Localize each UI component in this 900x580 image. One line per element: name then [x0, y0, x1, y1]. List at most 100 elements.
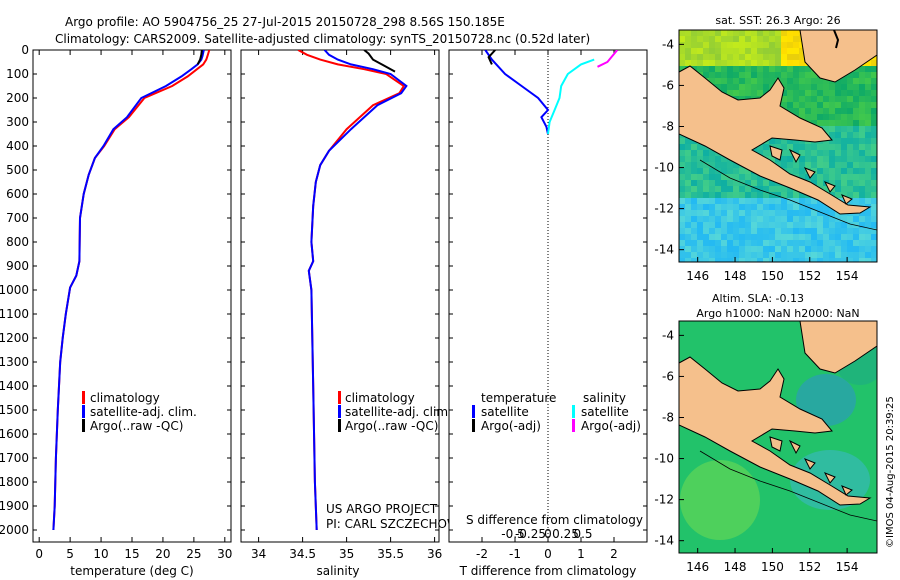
sst-cell: [799, 66, 805, 72]
sst-cell: [745, 72, 751, 78]
sst-cell: [739, 234, 745, 240]
sst-cell: [781, 96, 787, 102]
sst-cell: [799, 90, 805, 96]
sst-cell: [829, 210, 835, 216]
sst-cell: [769, 156, 775, 162]
lat-tick-label: -10: [654, 452, 674, 466]
sst-cell: [781, 222, 787, 228]
x-tick-label: 0: [544, 547, 552, 561]
sst-cell: [679, 138, 685, 144]
sst-cell: [841, 252, 847, 258]
sst-cell: [829, 90, 835, 96]
sst-cell: [685, 198, 691, 204]
sst-cell: [703, 246, 709, 252]
sst-cell: [847, 108, 853, 114]
sst-cell: [841, 240, 847, 246]
sst-cell: [727, 210, 733, 216]
sst-cell: [721, 66, 727, 72]
sst-cell: [703, 54, 709, 60]
sst-cell: [787, 228, 793, 234]
pi-label: PI: CARL SZCZECHOWSKI: [326, 517, 478, 531]
sst-cell: [799, 144, 805, 150]
sst-cell: [835, 162, 841, 168]
sst-cell: [703, 210, 709, 216]
sst-cell: [745, 204, 751, 210]
sst-cell: [745, 42, 751, 48]
sst-cell: [715, 246, 721, 252]
sst-cell: [745, 228, 751, 234]
sst-cell: [733, 186, 739, 192]
sst-cell: [757, 90, 763, 96]
sst-cell: [769, 240, 775, 246]
sst-cell: [739, 228, 745, 234]
sst-cell: [793, 108, 799, 114]
depth-tick-label: 0: [21, 43, 29, 57]
s-diff-tick-label: 0: [544, 527, 552, 541]
sst-cell: [769, 72, 775, 78]
sst-cell: [703, 192, 709, 198]
sst-cell: [799, 96, 805, 102]
sst-cell: [841, 174, 847, 180]
sst-cell: [691, 156, 697, 162]
sst-map-frame: [678, 29, 878, 263]
sst-cell: [679, 180, 685, 186]
sst-cell: [763, 84, 769, 90]
sst-cell: [859, 222, 865, 228]
sst-cell: [835, 234, 841, 240]
sst-cell: [811, 180, 817, 186]
sst-cell: [865, 174, 871, 180]
sst-cell: [847, 192, 853, 198]
sst-cell: [787, 186, 793, 192]
sst-cell: [721, 228, 727, 234]
sst-cell: [709, 246, 715, 252]
sst-cell: [871, 186, 877, 192]
sst-cell: [739, 210, 745, 216]
legend-head-temperature: temperature: [481, 391, 556, 405]
sst-cell: [763, 240, 769, 246]
sst-cell: [841, 258, 847, 262]
sst-cell: [829, 150, 835, 156]
sst-cell: [835, 114, 841, 120]
sst-cell: [823, 234, 829, 240]
sst-cell: [811, 108, 817, 114]
sst-cell: [847, 114, 853, 120]
depth-tick-label: 100: [6, 67, 29, 81]
sst-cell: [865, 210, 871, 216]
sst-cell: [811, 78, 817, 84]
sst-cell: [763, 186, 769, 192]
sst-cell: [793, 78, 799, 84]
sst-cell: [679, 198, 685, 204]
sst-cell: [811, 144, 817, 150]
sst-cell: [841, 120, 847, 126]
sst-cell: [751, 234, 757, 240]
sst-cell: [685, 228, 691, 234]
sst-cell: [739, 60, 745, 66]
s-diff-tick-label: 0.5: [573, 527, 592, 541]
sst-cell: [781, 90, 787, 96]
sst-cell: [751, 48, 757, 54]
sst-cell: [799, 210, 805, 216]
sst-cell: [865, 114, 871, 120]
sst-cell: [805, 252, 811, 258]
sst-cell: [871, 246, 877, 252]
sst-cell: [847, 186, 853, 192]
sst-cell: [871, 216, 877, 222]
sst-cell: [871, 66, 877, 72]
sst-cell: [691, 162, 697, 168]
sst-cell: [679, 42, 685, 48]
sst-cell: [829, 126, 835, 132]
sst-cell: [835, 252, 841, 258]
sst-cell: [823, 168, 829, 174]
sst-cell: [817, 150, 823, 156]
series-line-satellite-adj-clim-: [307, 50, 408, 531]
sst-cell: [841, 144, 847, 150]
depth-tick-label: 800: [6, 235, 29, 249]
sst-cell: [799, 252, 805, 258]
sst-cell: [679, 222, 685, 228]
sst-cell: [793, 240, 799, 246]
sst-cell: [781, 246, 787, 252]
sst-cell: [709, 198, 715, 204]
sst-cell: [829, 180, 835, 186]
legend-swatch-argo: [82, 419, 85, 432]
sst-cell: [841, 138, 847, 144]
